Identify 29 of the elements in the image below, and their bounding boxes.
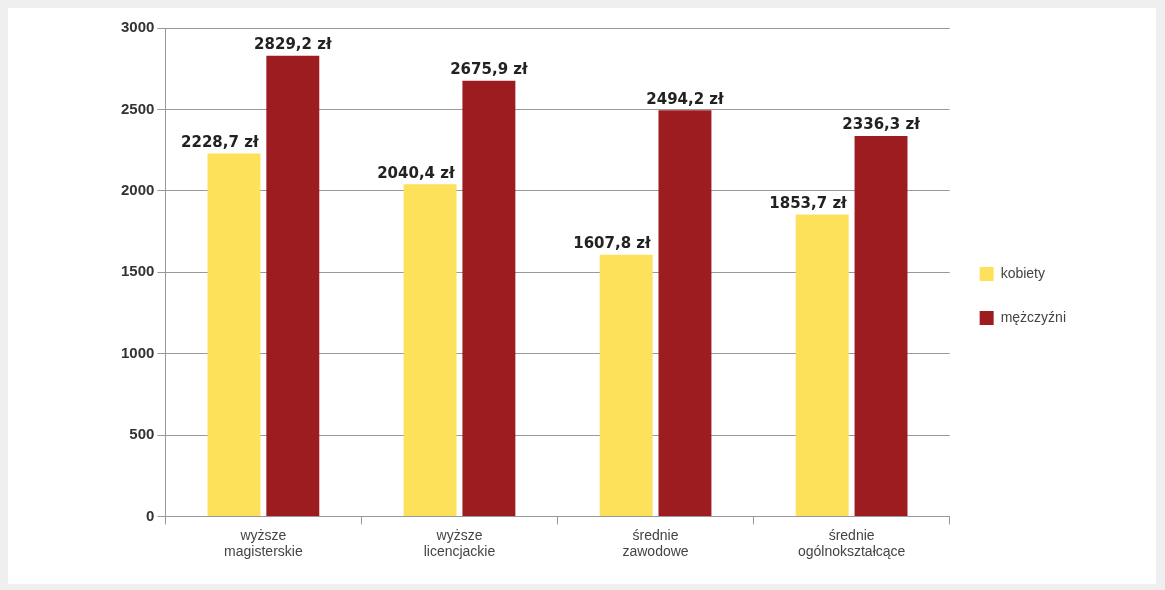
legend-label: mężczyźni (1000, 308, 1067, 325)
x-tick-label: średnie ogólnokształcące (797, 526, 906, 560)
y-tick-label: 1000 (120, 343, 155, 361)
bar (854, 136, 908, 516)
bar (403, 184, 457, 516)
data-label: 1853,7 zł (769, 194, 848, 213)
y-tick-label: 500 (129, 425, 155, 443)
data-label: 2829,2 zł (254, 35, 332, 54)
y-tick-label: 2000 (120, 180, 155, 198)
data-label: 2228,7 zł (181, 132, 259, 151)
data-label: 2040,4 zł (377, 163, 455, 182)
bar (658, 110, 712, 516)
data-label: 2494,2 zł (646, 89, 725, 108)
legend-label: kobiety (1000, 264, 1046, 281)
data-label: 2336,3 zł (842, 115, 921, 134)
bar (266, 55, 320, 516)
y-tick-label: 1500 (120, 262, 155, 280)
y-tick-label: 3000 (120, 18, 155, 36)
x-tick-label: wyższe magisterskie (224, 526, 303, 560)
data-label: 2675,9 zł (450, 60, 529, 79)
x-tick-label: wyższe licencjackie (423, 526, 496, 560)
bar (207, 153, 261, 516)
bar (795, 214, 849, 516)
data-label: 1607,8 zł (573, 234, 652, 253)
bar (599, 254, 653, 516)
x-tick-label: średnie zawodowe (622, 526, 689, 560)
bar (462, 80, 516, 516)
y-tick-label: 0 (146, 506, 155, 524)
y-tick-label: 2500 (120, 99, 155, 117)
